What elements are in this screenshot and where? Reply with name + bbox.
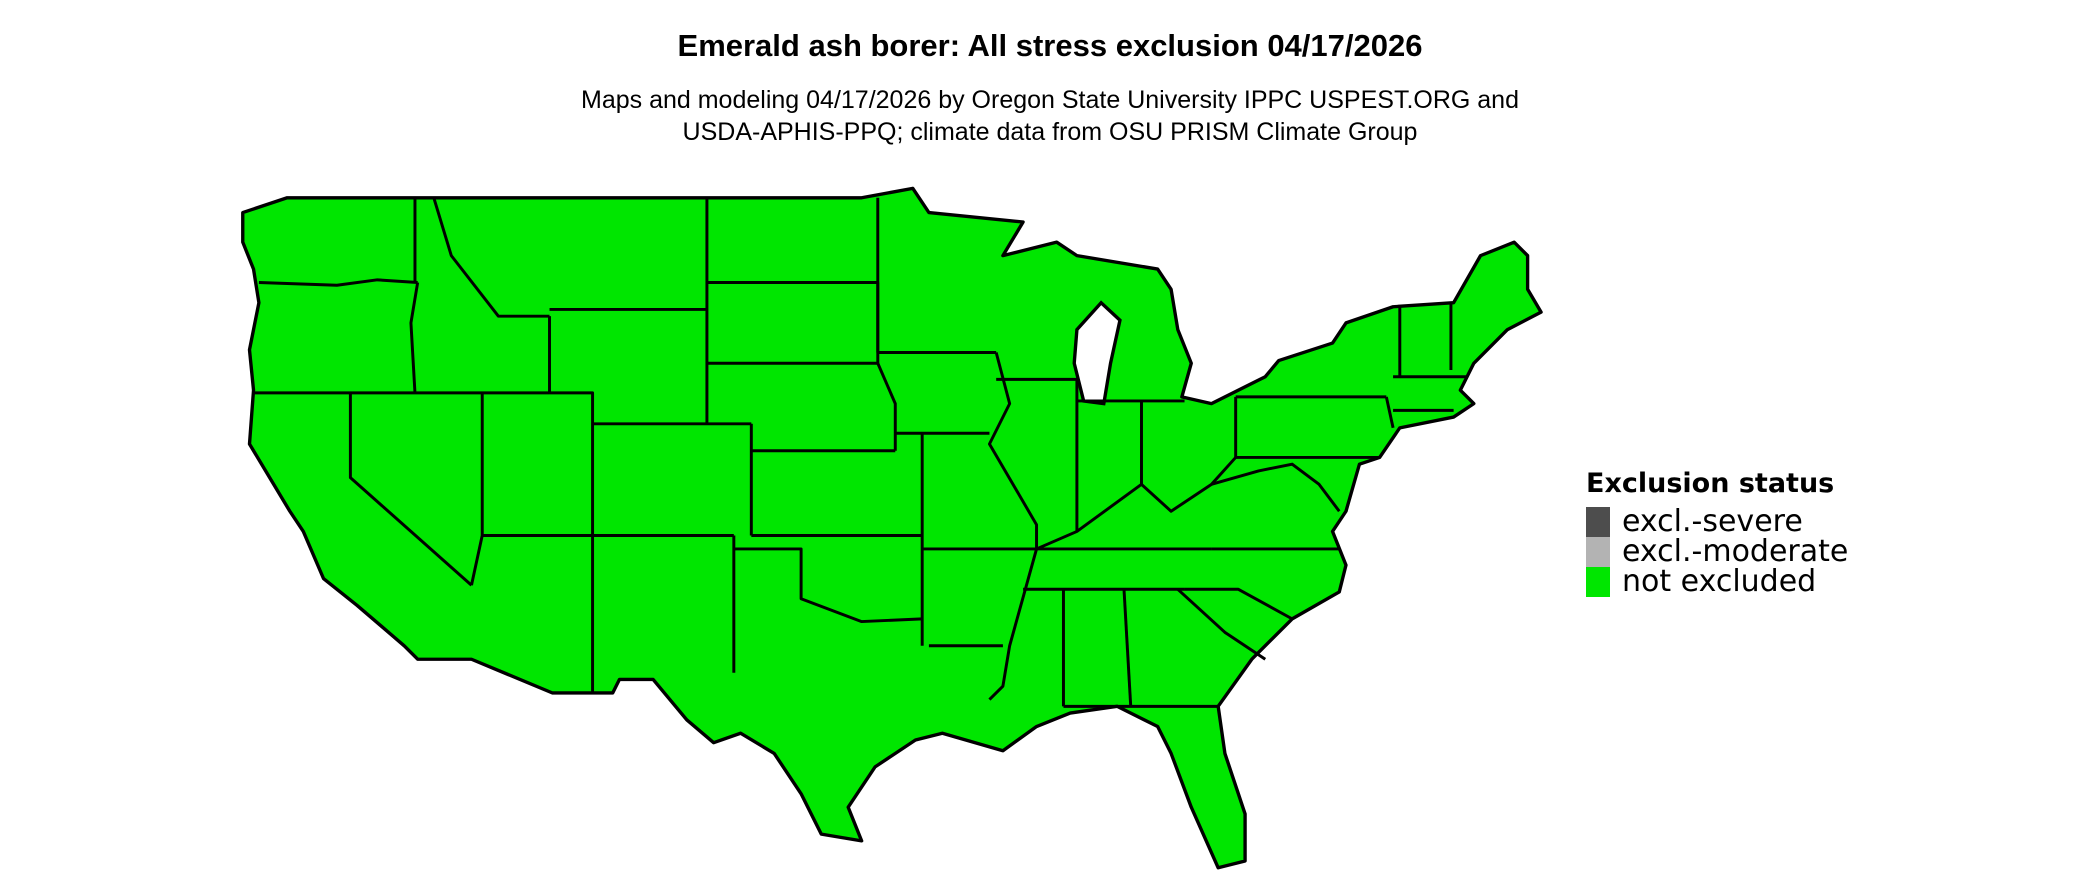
state-border: [1122, 589, 1133, 707]
legend-swatch-severe: [1586, 507, 1610, 537]
state-border: [549, 391, 595, 536]
state-border: [348, 392, 473, 587]
legend-item-not-excluded: not excluded: [1586, 567, 1848, 597]
state-border: [1184, 587, 1293, 621]
map-subtitle-line1: Maps and modeling 04/17/2026 by Oregon S…: [581, 86, 1519, 114]
legend-item-moderate: excl.-moderate: [1586, 537, 1848, 567]
us-mainland: [241, 186, 1543, 870]
state-border: [1035, 456, 1237, 551]
map-subtitle-line2: USDA-APHIS-PPQ; climate data from OSU PR…: [682, 118, 1418, 146]
legend-label: excl.-severe: [1622, 504, 1803, 539]
state-border: [987, 352, 1039, 701]
state-border: [733, 547, 923, 624]
state-border: [409, 282, 420, 393]
state-border: [1384, 396, 1395, 429]
state-border: [1176, 588, 1267, 661]
legend-label: not excluded: [1622, 564, 1817, 599]
state-border: [1211, 462, 1341, 513]
state-borders: [253, 197, 1468, 708]
lake-michigan: [1072, 300, 1122, 406]
state-border: [432, 197, 550, 318]
legend: Exclusion status excl.-severe excl.-mode…: [1586, 468, 1848, 597]
state-border: [258, 278, 418, 287]
legend-swatch-not-excluded: [1586, 567, 1610, 597]
legend-swatch-moderate: [1586, 537, 1610, 567]
state-border: [876, 362, 897, 451]
map-title: Emerald ash borer: All stress exclusion …: [677, 28, 1423, 63]
legend-title: Exclusion status: [1586, 468, 1835, 499]
legend-label: excl.-moderate: [1622, 534, 1849, 569]
legend-item-severe: excl.-severe: [1586, 507, 1848, 537]
